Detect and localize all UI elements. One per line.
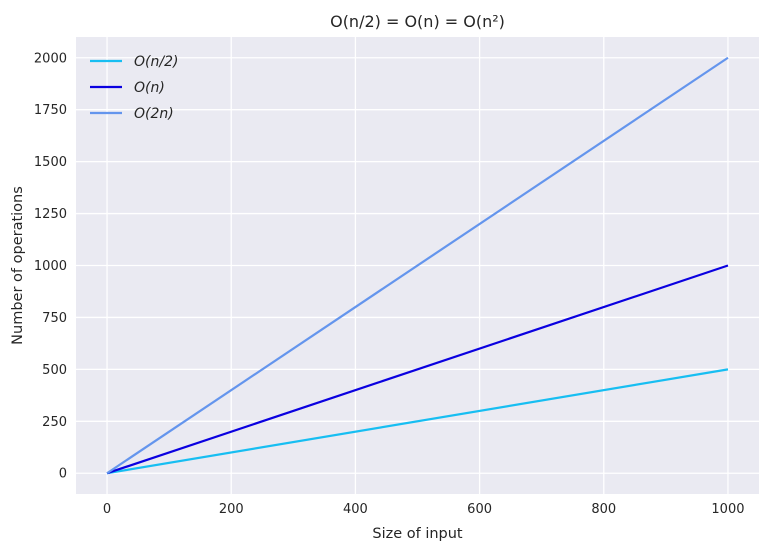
legend: O(n/2) O(n) O(2n) xyxy=(90,54,178,122)
legend-entry: O(2n) xyxy=(134,106,174,122)
x-axis-ticks: 0 200 400 600 800 1000 xyxy=(103,502,745,517)
chart-title: O(n/2) = O(n) = O(n²) xyxy=(330,12,505,31)
x-tick-label: 600 xyxy=(467,502,492,517)
x-tick-label: 400 xyxy=(343,502,368,517)
y-tick-label: 2000 xyxy=(34,51,67,66)
y-tick-label: 500 xyxy=(42,363,67,378)
y-tick-label: 1750 xyxy=(34,103,67,118)
x-tick-label: 800 xyxy=(591,502,616,517)
y-tick-label: 250 xyxy=(42,415,67,430)
series-layer xyxy=(106,56,729,475)
y-axis-ticks: 0 250 500 750 1000 1250 1500 1750 2000 xyxy=(34,51,67,481)
y-axis-label: Number of operations xyxy=(10,186,26,345)
y-tick-label: 1250 xyxy=(34,207,67,222)
series-line-0 xyxy=(106,368,729,475)
y-tick-label: 750 xyxy=(42,311,67,326)
x-tick-label: 200 xyxy=(219,502,244,517)
series-line-1 xyxy=(106,264,729,475)
x-axis-label: Size of input xyxy=(372,526,463,542)
legend-entry: O(n) xyxy=(134,80,165,96)
series-line-2 xyxy=(106,56,729,475)
x-tick-label: 0 xyxy=(103,502,111,517)
legend-entry: O(n/2) xyxy=(134,54,178,70)
x-tick-label: 1000 xyxy=(711,502,744,517)
y-tick-label: 0 xyxy=(59,467,67,482)
y-tick-label: 1000 xyxy=(34,259,67,274)
y-tick-label: 1500 xyxy=(34,155,67,170)
